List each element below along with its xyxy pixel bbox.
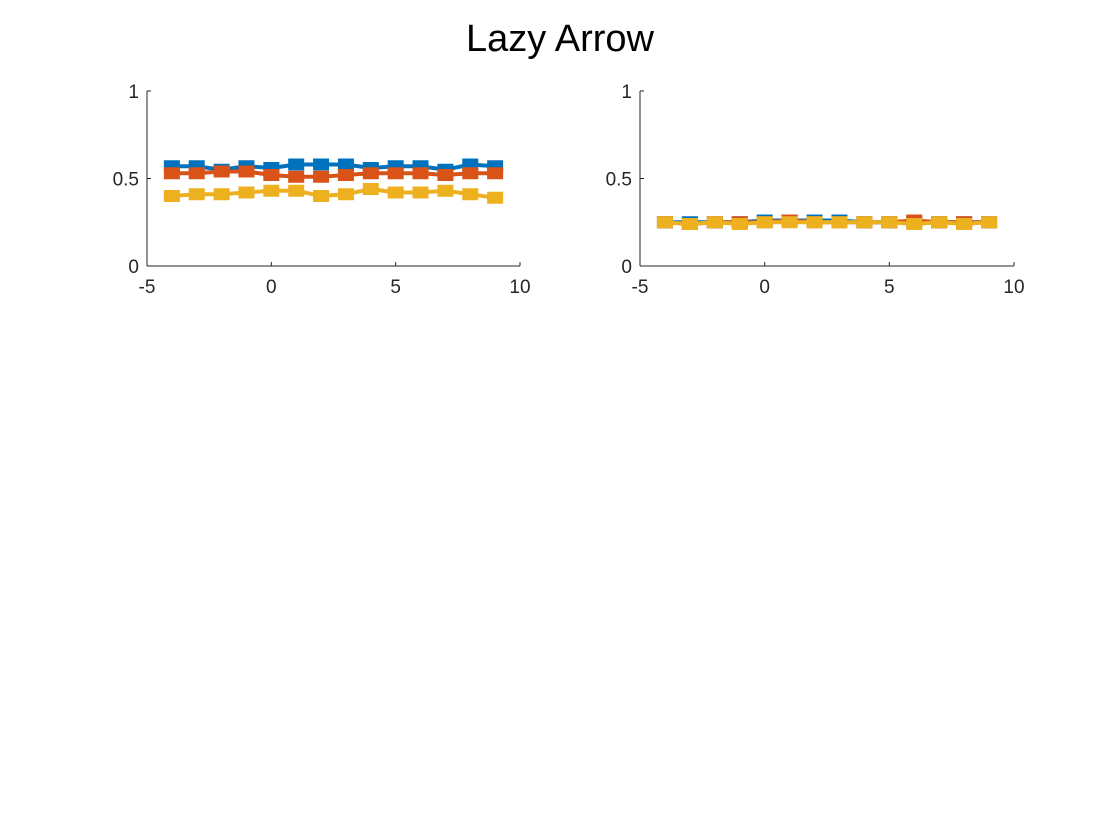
- series-3-marker: [362, 183, 379, 195]
- series-2-marker: [487, 167, 504, 180]
- series-3-marker: [263, 184, 280, 197]
- series-3-marker: [706, 216, 723, 229]
- series-3-marker: [856, 216, 873, 229]
- series-3-marker: [337, 188, 354, 201]
- series-3-marker: [731, 218, 748, 230]
- series-2-marker: [238, 165, 255, 178]
- series-2-marker: [263, 169, 280, 181]
- series-3-marker: [656, 216, 673, 229]
- series-2-marker: [337, 169, 354, 181]
- series-3-marker: [906, 218, 923, 230]
- series-3-marker: [756, 216, 773, 229]
- series-1-marker: [337, 158, 354, 171]
- figure-title: Lazy Arrow: [466, 18, 654, 60]
- series-2-marker: [412, 167, 429, 180]
- series-3-marker: [487, 191, 504, 204]
- x-tick-label: 10: [1003, 277, 1024, 298]
- y-tick-label: 0: [128, 257, 139, 278]
- series-3-marker: [163, 190, 180, 202]
- series-2-marker: [462, 167, 479, 180]
- series-3-marker: [387, 186, 404, 199]
- series-2-marker: [163, 167, 180, 180]
- series-3-marker: [313, 190, 330, 202]
- x-tick-label: -5: [632, 277, 649, 298]
- series-2-marker: [288, 170, 305, 183]
- series-3-marker: [956, 218, 973, 230]
- series-3-marker: [806, 216, 823, 229]
- series-2-marker: [188, 167, 205, 180]
- series-3-marker: [931, 216, 948, 229]
- x-tick-label: 10: [509, 277, 530, 298]
- x-tick-label: 0: [266, 277, 277, 298]
- series-3-marker: [981, 216, 998, 229]
- series-3-marker: [238, 186, 255, 199]
- series-2-marker: [387, 167, 404, 180]
- y-tick-label: 0.5: [113, 170, 139, 191]
- series-3-marker: [213, 188, 230, 201]
- series-2-marker: [362, 167, 379, 180]
- x-tick-label: -5: [139, 277, 156, 298]
- series-3-marker: [412, 186, 429, 199]
- series-3-marker: [437, 184, 454, 197]
- x-tick-label: 5: [884, 277, 895, 298]
- series-2-marker: [437, 169, 454, 181]
- series-3-marker: [188, 188, 205, 201]
- series-3-marker: [288, 184, 305, 197]
- series-2-marker: [213, 165, 230, 178]
- series-3-marker: [781, 216, 798, 229]
- series-3-marker: [462, 188, 479, 201]
- series-2-marker: [313, 170, 330, 183]
- y-tick-label: 0: [621, 257, 632, 278]
- y-tick-label: 1: [128, 82, 139, 103]
- y-tick-label: 0.5: [606, 170, 632, 191]
- series-1-marker: [288, 158, 305, 171]
- x-tick-label: 0: [759, 277, 770, 298]
- series-3-marker: [681, 218, 698, 230]
- x-tick-label: 5: [390, 277, 401, 298]
- y-tick-label: 1: [621, 82, 632, 103]
- series-3-marker: [831, 216, 848, 229]
- series-1-marker: [313, 158, 330, 171]
- series-3-marker: [881, 216, 898, 229]
